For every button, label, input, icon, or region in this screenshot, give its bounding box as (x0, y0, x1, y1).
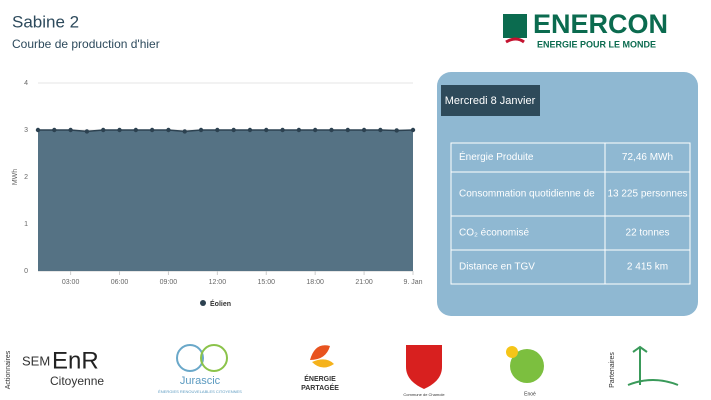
point (329, 127, 334, 133)
point (68, 127, 73, 133)
chart: 0 1 2 3 4 MWh 03:00 06:00 09:00 12:00 15:00 18:00 21… (12, 80, 423, 308)
point (133, 127, 139, 133)
row-label: Consommation quotidienne de (459, 189, 595, 200)
y-tick-label: 1 (24, 221, 28, 228)
x-tick-label: 03:00 (62, 279, 80, 286)
commune-shield (406, 345, 442, 389)
jurascic-icon (200, 344, 228, 372)
info-table: Énergie Produite 72,46 MWh Consommation qu… (450, 142, 691, 285)
point (345, 127, 350, 133)
point (52, 127, 57, 133)
brand-name: ENERCON (533, 9, 668, 39)
logo-wave (505, 37, 525, 44)
point (101, 127, 106, 133)
ep-icon (310, 345, 330, 360)
partagee: PARTAGÉE (301, 383, 339, 392)
line (38, 129, 414, 133)
x-tick-label: 18:00 (306, 279, 324, 286)
jurascic-tag: ÉNERGIES RENOUVELABLES CITOYENNES (158, 389, 242, 394)
enoe: Enoé (524, 391, 536, 397)
point (378, 127, 383, 133)
point (117, 127, 122, 133)
ep-icon (312, 359, 334, 368)
point (215, 127, 220, 133)
area (38, 130, 413, 271)
x-tick-label: 06:00 (111, 279, 129, 286)
energie: ÉNERGIE (304, 374, 336, 383)
point (182, 129, 187, 134)
enoe-icon (510, 349, 544, 383)
brand-tagline: ENERGIE POUR LE MONDE (537, 39, 656, 49)
row-value: 72,46 MWh (622, 152, 673, 163)
vents-icon (632, 345, 648, 385)
row-value: 22 tonnes (626, 228, 670, 239)
partners-label: Partenaires (609, 352, 616, 388)
x-tick-label: 15:00 (257, 279, 275, 286)
row-value: 2 415 km (627, 262, 668, 273)
y-tick-label: 0 (24, 268, 28, 275)
vents-icon (627, 379, 679, 386)
point (84, 129, 90, 134)
row-label: Distance en TGV (459, 262, 535, 273)
legend-label: Éolien (210, 299, 231, 308)
enercon-logo: ENERCON ENERGIE POUR LE MONDE (503, 9, 668, 49)
shareholders-label: Actionnaires (5, 350, 12, 389)
y-axis-label: MWh (12, 169, 19, 185)
point (296, 127, 302, 133)
table-cell (604, 249, 691, 285)
x-tick-label: 21:00 (355, 279, 373, 286)
y-tick-label: 4 (24, 80, 28, 87)
title: Sabine 2 (12, 12, 79, 31)
citoyenne: Citoyenne (50, 374, 104, 388)
point (394, 128, 399, 133)
y-tick-label: 2 (24, 174, 28, 181)
commune: Commune de Chamole (403, 392, 445, 397)
x-tick-label: 09:00 (160, 279, 178, 286)
point (361, 127, 367, 133)
x-tick-label: 9. Jan (403, 279, 422, 286)
point (410, 127, 416, 133)
legend-marker (200, 300, 206, 306)
x-tick-label: 12:00 (209, 279, 227, 286)
logo-mark (503, 14, 527, 38)
point (312, 127, 318, 133)
partners: Actionnaires SEM EnR Citoyenne Jurascic … (5, 344, 679, 397)
jurascic-icon (176, 344, 204, 372)
y-tick-label: 3 (24, 127, 28, 134)
enoe-sun (506, 346, 518, 358)
date: Mercredi 8 Janvier (445, 95, 536, 107)
point (264, 127, 269, 133)
row-label: Énergie Produite (459, 150, 534, 163)
point (280, 127, 285, 133)
row-label: CO₂ économisé (459, 228, 529, 239)
point (149, 127, 155, 133)
point (231, 127, 236, 133)
sem: SEM (22, 353, 50, 368)
point (35, 127, 41, 133)
date-box (441, 85, 540, 116)
subtitle: Courbe de production d'hier (12, 37, 160, 51)
row-value: 13 225 personnes (607, 189, 687, 200)
enr: EnR (52, 347, 99, 374)
point (247, 127, 253, 133)
point (166, 127, 171, 133)
point (198, 127, 204, 133)
info-panel (437, 72, 698, 316)
jurascic: Jurascic (180, 375, 221, 387)
